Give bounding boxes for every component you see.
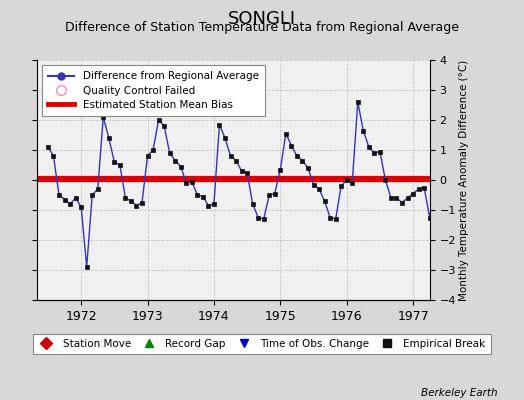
Legend: Station Move, Record Gap, Time of Obs. Change, Empirical Break: Station Move, Record Gap, Time of Obs. C… (34, 334, 490, 354)
Text: Difference of Station Temperature Data from Regional Average: Difference of Station Temperature Data f… (65, 21, 459, 34)
Text: Berkeley Earth: Berkeley Earth (421, 388, 498, 398)
Y-axis label: Monthly Temperature Anomaly Difference (°C): Monthly Temperature Anomaly Difference (… (458, 59, 468, 301)
Text: SONGLI: SONGLI (228, 10, 296, 28)
Legend: Difference from Regional Average, Quality Control Failed, Estimated Station Mean: Difference from Regional Average, Qualit… (42, 65, 265, 116)
